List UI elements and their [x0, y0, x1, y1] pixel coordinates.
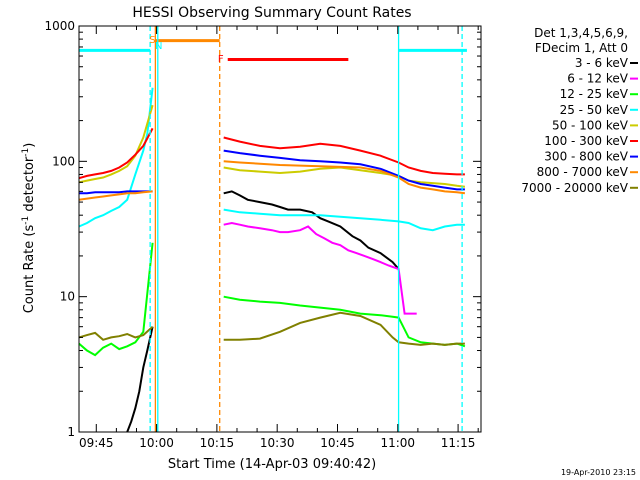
marker-f: F: [218, 54, 224, 65]
legend-entry: 7000 - 20000 keV: [521, 181, 628, 195]
series-3-6-kev: [126, 190, 400, 433]
series-line-4-1: [223, 166, 466, 188]
x-tick-label: 11:15: [441, 436, 476, 450]
legend-entry: 100 - 300 keV: [544, 134, 628, 148]
plot-frame: [78, 25, 482, 433]
series-line-2-0: [78, 242, 154, 357]
legend: Det 1,3,4,5,6,9, FDecim 1, Att 0 3 - 6 k…: [521, 26, 638, 195]
marker-s: S: [149, 35, 155, 46]
series-line-6-0: [79, 190, 153, 195]
series-line-6-1: [223, 149, 465, 191]
series-line-5-1: [223, 136, 465, 176]
legend-entry: 800 - 7000 keV: [537, 165, 629, 179]
x-tick-label: 10:30: [260, 436, 295, 450]
series-line-7-1: [223, 160, 466, 195]
series-100-300-kev: [78, 127, 465, 180]
x-tick-label: 10:45: [320, 436, 355, 450]
series-12-25-kev: [78, 242, 466, 357]
series-300-800-kev: [79, 149, 465, 195]
x-tick-label: 09:45: [79, 436, 114, 450]
chart-title: HESSI Observing Summary Count Rates: [132, 5, 411, 21]
x-tick-label: 11:00: [380, 436, 415, 450]
y-axis: 1 10 100 1000: [44, 19, 481, 439]
series-line-7-0: [78, 190, 153, 201]
marker-n: N: [155, 41, 162, 52]
y-tick-label: 1: [67, 425, 75, 439]
plot-area: SN F: [78, 25, 482, 433]
legend-entry: 300 - 800 keV: [544, 150, 628, 164]
legend-entry: 12 - 25 keV: [560, 87, 629, 101]
legend-entry: 6 - 12 keV: [567, 72, 629, 86]
legend-header-line-2: FDecim 1, Att 0: [535, 41, 628, 55]
y-axis-label: Count Rate (s-1 detector-1): [21, 143, 37, 314]
series-line-3-0: [78, 87, 154, 228]
series-line-8-0: [78, 325, 154, 341]
legend-entry: 25 - 50 keV: [560, 103, 629, 117]
y-tick-label: 10: [60, 290, 75, 304]
legend-entry: 3 - 6 keV: [575, 56, 629, 70]
series-line-0-0: [126, 326, 154, 433]
x-tick-label: 10:15: [200, 436, 235, 450]
legend-entry: 50 - 100 keV: [552, 118, 629, 132]
y-tick-label: 1000: [44, 19, 75, 33]
series-line-4-0: [78, 104, 154, 184]
series-7000-20000-kev: [78, 311, 465, 346]
footer-timestamp: 19-Apr-2010 23:15: [561, 468, 636, 477]
series-line-0-1: [223, 190, 400, 270]
x-axis: 09:45 10:00 10:15 10:30 10:45 11:00 11:15: [79, 26, 479, 450]
series-50-100-kev: [78, 104, 466, 188]
legend-header-line-1: Det 1,3,4,5,6,9,: [534, 26, 628, 40]
series-line-3-1: [223, 208, 465, 232]
series-line-8-1: [223, 311, 465, 346]
y-tick-label: 100: [52, 154, 75, 168]
series-25-50-kev: [78, 87, 465, 232]
x-tick-label: 10:00: [139, 436, 174, 450]
x-axis-label: Start Time (14-Apr-03 09:40:42): [168, 457, 376, 472]
series-line-5-0: [78, 127, 154, 180]
series-800-7000-kev: [78, 160, 466, 201]
